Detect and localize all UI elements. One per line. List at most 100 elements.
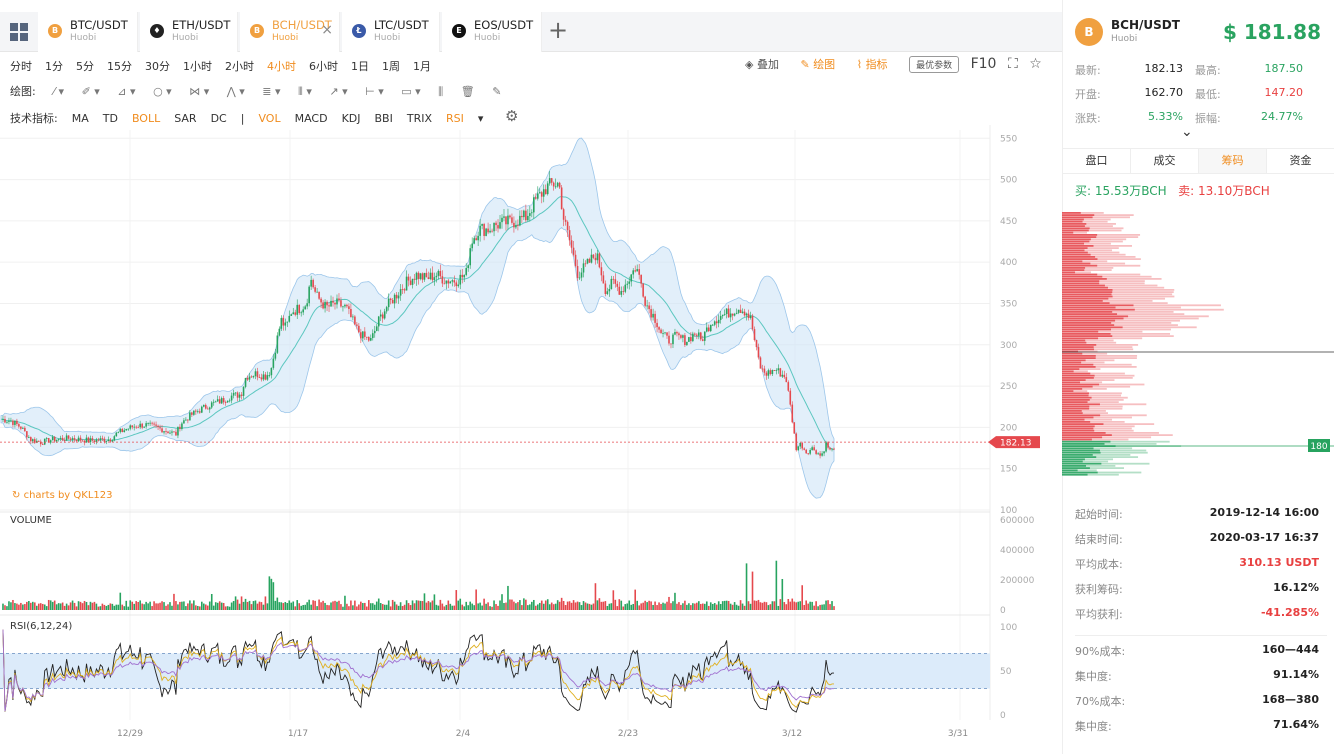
channel-tool-icon[interactable]: ⦀ ▾ [298, 85, 312, 98]
timeframe-7[interactable]: 4小时 [267, 60, 296, 73]
candle-body [676, 331, 678, 334]
arrow-tool-icon[interactable]: ↗ ▾ [329, 85, 348, 98]
close-tab-icon[interactable]: × [321, 22, 333, 38]
candle-body [129, 425, 132, 429]
timeframe-2[interactable]: 5分 [76, 60, 94, 73]
star-icon[interactable]: ☆ [1029, 56, 1042, 72]
f10-button[interactable]: F10 [970, 56, 997, 72]
timeframe-3[interactable]: 15分 [107, 60, 132, 73]
volume-bar [763, 601, 766, 610]
volume-bar [143, 604, 145, 610]
candle-body [592, 254, 595, 258]
timeframe-4[interactable]: 30分 [145, 60, 170, 73]
chip-bar-core [1062, 286, 1108, 289]
volume-bar [8, 601, 10, 610]
timeframe-6[interactable]: 2小时 [225, 60, 254, 73]
tab-bch-usdt[interactable]: B BCH/USDT Huobi × [240, 12, 340, 52]
volume-bar [511, 599, 513, 610]
volume-bar [654, 601, 656, 610]
timeframe-5[interactable]: 1小时 [183, 60, 212, 73]
timeframe-0[interactable]: 分时 [10, 60, 32, 73]
indicator-boll[interactable]: BOLL [131, 112, 161, 125]
circle-tool-icon[interactable]: ○ ▾ [153, 85, 172, 98]
candle-body [642, 283, 644, 297]
panel-tab-1[interactable]: 成交 [1131, 149, 1199, 173]
panel-tab-3[interactable]: 资金 [1267, 149, 1334, 173]
indicator-dropdown-icon[interactable]: ▾ [477, 112, 484, 125]
indicator-bbi[interactable]: BBI [374, 112, 393, 125]
candle-body [789, 390, 792, 405]
indicator-macd[interactable]: MACD [294, 112, 328, 125]
tab-eos-usdt[interactable]: E EOS/USDT Huobi [442, 12, 542, 52]
stat-value: 147.20 [1264, 86, 1304, 99]
indicator-kdj[interactable]: KDJ [341, 112, 361, 125]
volume-bar [230, 602, 233, 610]
volume-bar [745, 563, 748, 610]
volume-bar [181, 601, 183, 610]
tab-eth-usdt[interactable]: ♦ ETH/USDT Huobi [140, 12, 238, 52]
indicator-td[interactable]: TD [102, 112, 118, 125]
volume-bar [757, 599, 760, 610]
candle-body [799, 443, 802, 447]
volume-bar [793, 601, 796, 610]
settings-gear-icon[interactable]: ⚙ [505, 107, 519, 125]
candle-body [743, 311, 746, 316]
candle-body [381, 314, 384, 319]
indicator-trix[interactable]: TRIX [406, 112, 432, 125]
price-tick-label: 450 [1000, 217, 1017, 227]
chip-bar-core [1062, 344, 1097, 346]
overlay-button[interactable]: ◈ 叠加 [745, 58, 779, 71]
panel-tab-0[interactable]: 盘口 [1063, 149, 1131, 173]
eraser-icon[interactable]: ✎ [492, 85, 502, 98]
candle-body [10, 420, 12, 422]
chip-bar [1062, 216, 1130, 219]
add-tab-button[interactable]: + [548, 16, 569, 44]
comment-tool-icon[interactable]: ▭ ▾ [401, 85, 421, 98]
indicator-vol[interactable]: VOL [258, 112, 281, 125]
price-chart[interactable]: 550500450400350300250200150100182.136000… [0, 0, 1062, 754]
indicator-dc[interactable]: DC [210, 112, 227, 125]
volume-bar [566, 601, 569, 610]
best-params-button[interactable]: 最优参数 [909, 56, 960, 73]
volume-bar [35, 605, 38, 610]
indicator-ma[interactable]: MA [71, 112, 89, 125]
volume-bar [155, 603, 157, 610]
candle-body [397, 295, 400, 299]
chip-bar [1062, 429, 1134, 432]
candle-body [99, 438, 102, 441]
draw-button[interactable]: ✎ 绘图 [800, 58, 836, 71]
indicator-sar[interactable]: SAR [174, 112, 197, 125]
indicator-rsi[interactable]: RSI [446, 112, 464, 125]
qkl-logo-icon: ↻ [12, 490, 21, 501]
expand-icon[interactable]: ⌄ [1181, 124, 1193, 140]
trash-icon[interactable]: 🗑 [460, 85, 475, 98]
indicator-button[interactable]: ⌇ 指标 [856, 58, 888, 71]
volume-bar [787, 599, 790, 610]
measure-tool-icon[interactable]: ⊢ ▾ [365, 85, 384, 98]
panel-tab-2[interactable]: 筹码 [1199, 149, 1267, 173]
timeframe-8[interactable]: 6小时 [309, 60, 338, 73]
fullscreen-icon[interactable]: ⛶ [1007, 56, 1018, 72]
chip-bar [1062, 229, 1122, 232]
polyline-tool-icon[interactable]: ⊿ ▾ [117, 85, 136, 98]
timeframe-11[interactable]: 1月 [413, 60, 431, 73]
timeframe-9[interactable]: 1日 [351, 60, 369, 73]
zigzag-tool-icon[interactable]: ⋈ ▾ [189, 85, 210, 98]
timeframe-1[interactable]: 1分 [45, 60, 63, 73]
pattern-tool-icon[interactable]: ⋀ ▾ [226, 85, 245, 98]
pen-tool-icon[interactable]: ✐ ▾ [81, 85, 100, 98]
volume-bar [493, 600, 495, 610]
grid-menu-icon[interactable] [10, 23, 28, 41]
timeframe-10[interactable]: 1周 [382, 60, 400, 73]
tab-ltc-usdt[interactable]: Ł LTC/USDT Huobi [342, 12, 440, 52]
candle-body [362, 331, 364, 339]
fib-tool-icon[interactable]: ≣ ▾ [262, 85, 281, 98]
candle-body [206, 408, 209, 410]
line-tool-icon[interactable]: ⁄ ▾ [53, 85, 65, 98]
bars-tool-icon[interactable]: ⫼ [438, 85, 444, 98]
candle-body [827, 442, 829, 448]
volume-bar [195, 605, 197, 610]
stat-key: 振幅: [1195, 112, 1221, 125]
tab-btc-usdt[interactable]: B BTC/USDT Huobi [38, 12, 138, 52]
candle-body [336, 298, 338, 305]
